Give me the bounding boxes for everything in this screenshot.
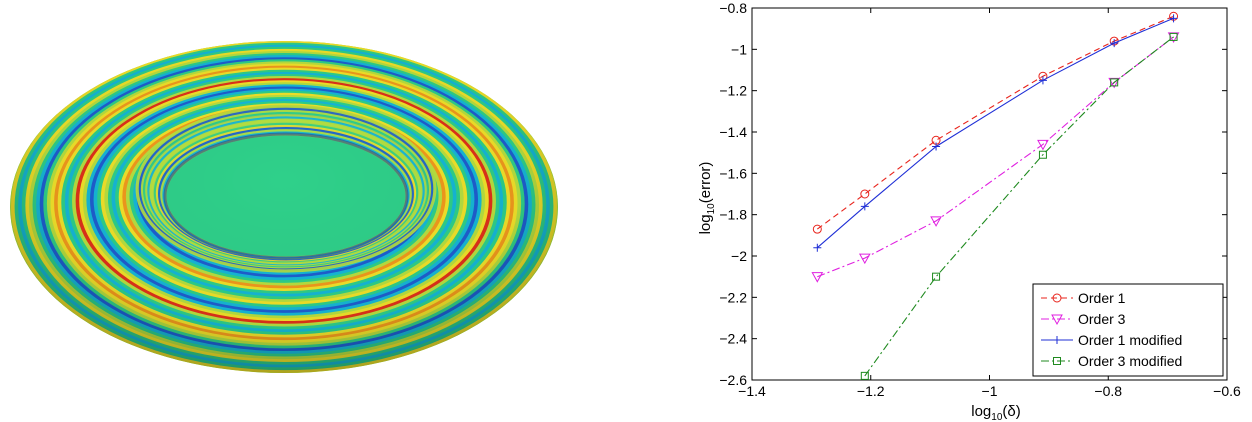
legend-box [1032, 283, 1224, 377]
x-axis-label: log10(δ) [971, 403, 1021, 422]
legend-item: Order 1 modified [1041, 332, 1182, 348]
series-4 [860, 32, 1178, 380]
legend-marker [1053, 336, 1061, 344]
legend-label: Order 3 [1078, 311, 1126, 327]
legend-item: Order 3 [1041, 311, 1126, 327]
series-layer [811, 11, 1180, 380]
series-1 [812, 11, 1179, 234]
x-tick-label: −1.4 [738, 383, 766, 399]
data-point [1110, 39, 1119, 48]
x-tick-label: −0.8 [1094, 383, 1122, 399]
data-point [1038, 150, 1047, 159]
series-3 [813, 14, 1178, 252]
y-tick-label: −2.4 [719, 331, 747, 347]
data-point [811, 272, 824, 283]
y-tick-label: −1.8 [719, 207, 747, 223]
y-tick-label: −1.4 [719, 124, 747, 140]
legend: Order 1 Order 3 Order 1 modified Order 3 mo… [1032, 283, 1224, 377]
torus-surface-plot [10, 41, 558, 373]
data-point [813, 243, 822, 252]
legend-marker [1051, 314, 1063, 326]
legend-marker [1053, 357, 1061, 365]
legend-marker [1052, 293, 1062, 303]
y-tick-label: −1 [731, 41, 747, 57]
data-point [858, 253, 871, 265]
data-point [1038, 76, 1047, 85]
error-convergence-chart: −1.4 −1.2 −1 −0.8 −0.6 −2.6 −2.4 −2.2 −2 −1.8 −1.6… [697, 0, 1241, 422]
x-tick-label: −0.6 [1213, 383, 1241, 399]
data-point [860, 371, 869, 380]
legend-label: Order 1 modified [1078, 332, 1182, 348]
y-tick-label: −2 [731, 248, 747, 264]
x-tick-label: −1 [982, 383, 998, 399]
series-line [816, 17, 1174, 249]
legend-label: Order 3 modified [1078, 353, 1182, 369]
series-line [817, 36, 1174, 278]
data-point [930, 216, 942, 227]
data-point [1037, 139, 1049, 151]
data-point [932, 272, 941, 281]
y-tick-label: −2.6 [719, 372, 747, 388]
data-point [860, 202, 869, 211]
y-tick-label: −1.6 [719, 165, 747, 181]
x-tick-label: −1.2 [857, 383, 885, 399]
y-tick-label: −0.8 [719, 0, 747, 16]
data-point [1110, 78, 1119, 87]
legend-item: Order 1 [1041, 290, 1126, 306]
series-line [864, 36, 1174, 377]
y-axis-label: log10(error) [697, 162, 717, 235]
data-point [1169, 14, 1178, 23]
data-point [1169, 32, 1178, 41]
data-point [932, 142, 941, 151]
data-point [860, 189, 870, 199]
legend-label: Order 1 [1078, 290, 1126, 306]
data-point [812, 224, 822, 234]
y-tick-label: −2.2 [719, 289, 747, 305]
legend-item: Order 3 modified [1041, 353, 1182, 369]
series-line [816, 15, 1174, 230]
y-tick-label: −1.2 [719, 83, 747, 99]
